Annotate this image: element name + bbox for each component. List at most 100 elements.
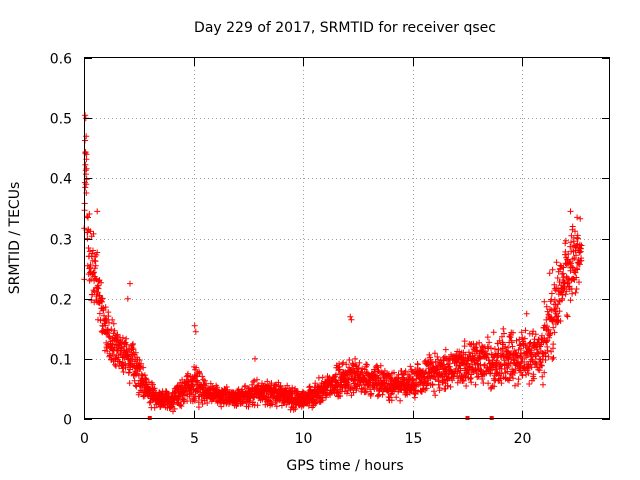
data-point [553,259,560,266]
data-point [538,362,545,369]
data-point [252,355,258,362]
data-point [486,339,493,346]
data-point [460,377,467,384]
data-point [550,354,557,361]
data-point [345,381,352,388]
data-points [81,112,585,420]
data-point [92,262,99,269]
x-tick-label: 10 [295,431,313,447]
data-point [544,323,550,330]
data-point [444,382,451,389]
data-point [178,403,185,410]
data-point [348,316,355,323]
data-point [519,334,526,341]
data-point [539,373,546,380]
data-point [102,318,109,325]
data-point [91,288,98,295]
data-point [343,361,350,368]
x-tick-label: 15 [405,431,423,447]
data-point [319,397,326,404]
data-point [521,335,528,342]
data-point [573,286,580,292]
data-point [532,331,539,338]
y-axis-label: SRMTID / TECUs [7,182,23,295]
data-point [462,351,469,358]
data-point [497,375,504,382]
y-tick-label: 0 [63,413,72,429]
data-point [577,245,584,252]
data-point [187,390,194,397]
data-point [82,112,89,119]
data-point [218,403,225,410]
data-point [193,364,200,371]
data-point [466,349,472,356]
data-point [491,346,498,352]
data-point [268,380,275,387]
data-point [493,357,500,364]
data-point [432,392,439,399]
data-point [340,359,347,366]
data-point [133,383,140,390]
data-point [461,338,468,345]
data-point [397,397,404,404]
data-point [284,382,291,389]
data-point [337,393,344,400]
data-point [435,356,442,363]
data-point [490,329,497,336]
data-point [411,394,418,401]
plot-frame [84,57,610,419]
data-point [507,360,514,367]
data-point [555,313,562,320]
data-point [429,359,435,366]
data-point [548,290,555,297]
data-point [551,296,558,303]
data-point [510,375,516,382]
data-point [502,343,509,350]
data-point [545,311,552,318]
data-point [313,399,320,406]
data-point [528,347,535,354]
y-tick-labels: 0 0.1 0.2 0.3 0.4 0.5 0.6 [50,52,72,429]
data-point [488,345,494,352]
data-point [245,403,252,410]
data-point [564,275,571,282]
data-point [435,378,442,385]
data-point [120,369,127,375]
data-point [87,228,94,235]
data-point [99,298,105,305]
data-point [377,362,384,369]
data-point [501,357,508,364]
data-point [518,369,524,376]
data-point [528,364,535,371]
data-point [90,247,96,254]
data-point [489,367,496,374]
data-point [565,251,572,257]
data-point [82,184,89,191]
data-point [508,339,515,346]
data-point [89,250,96,257]
data-point [104,341,111,348]
data-point [386,371,392,378]
data-point [499,333,505,340]
data-point [574,214,581,221]
data-point [442,346,449,353]
data-point [577,215,584,222]
data-point [498,361,505,368]
data-point [99,295,106,302]
data-point [388,397,395,404]
data-point [484,334,491,341]
data-point [83,171,89,178]
data-point [449,377,456,384]
data-point [142,375,149,382]
data-point [146,399,153,406]
data-point [126,380,133,387]
data-point [576,249,583,256]
data-point [251,377,258,384]
data-point [509,343,516,350]
data-point [474,374,481,381]
data-point [530,375,537,382]
data-point [566,259,573,266]
data-point [86,211,93,217]
data-point [556,308,563,315]
